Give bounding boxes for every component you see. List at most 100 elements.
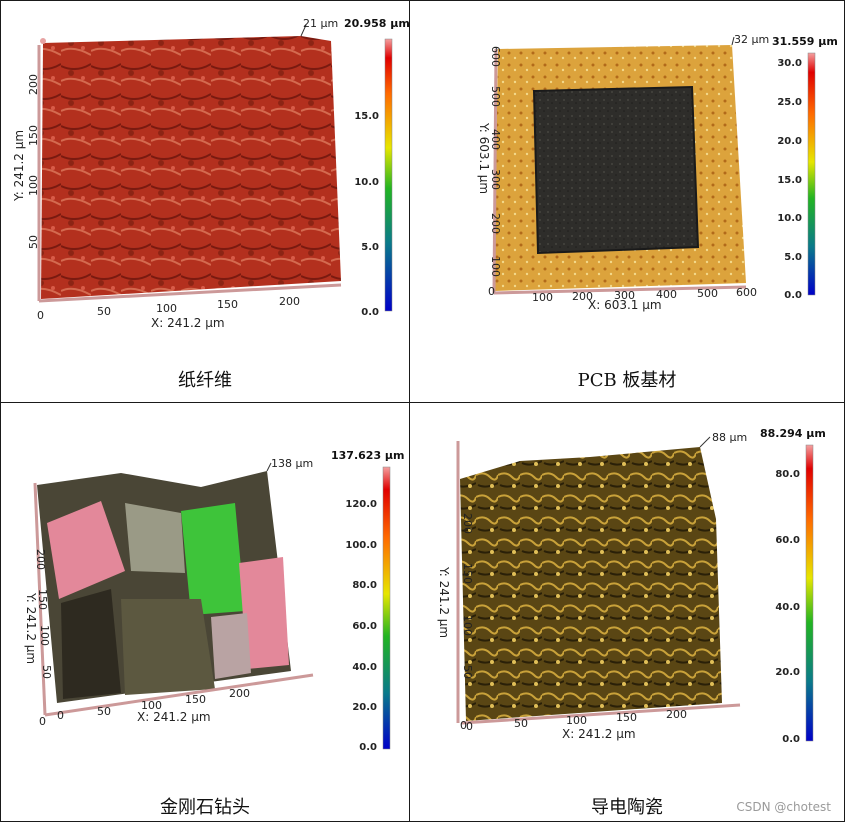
colorbar-tick: 10.0 [354, 177, 379, 188]
x-tick: 200 [229, 687, 250, 700]
facet [121, 599, 215, 695]
colorbar-max: 20.958 µm [344, 17, 409, 30]
x-tick: 200 [279, 295, 300, 308]
y-tick: 50 [27, 235, 40, 249]
x-tick: 400 [656, 288, 677, 301]
y-tick: 200 [27, 74, 40, 95]
colorbar [805, 444, 814, 742]
colorbar-tick: 40.0 [775, 602, 800, 613]
x-ticks: 0 50 100 150 200 [466, 708, 687, 733]
facet [61, 589, 121, 699]
surface-ceramic [460, 447, 722, 721]
x-ticks: 0 50 100 150 200 [37, 295, 300, 322]
border-middle [0, 402, 845, 403]
y-axis-label: Y: 241.2 µm [12, 130, 26, 202]
pcb-pad [532, 85, 700, 255]
x-axis-label: X: 241.2 µm [137, 710, 211, 724]
y-tick: 50 [461, 665, 474, 679]
y-zero: 0 [488, 285, 495, 298]
x-tick: 600 [736, 286, 757, 299]
y-ticks: 50 100 150 200 [34, 549, 53, 679]
border-top [0, 0, 845, 1]
x-tick: 50 [97, 705, 111, 718]
surface-paper-fiber [41, 36, 341, 299]
colorbar-tick: 60.0 [775, 535, 800, 546]
x-tick: 100 [566, 714, 587, 727]
facet [125, 503, 185, 573]
y-tick: 150 [36, 589, 49, 610]
y-tick: 200 [461, 513, 474, 534]
x-tick: 0 [37, 309, 44, 322]
colorbar-tick: 40.0 [352, 662, 377, 673]
colorbar-tick: 100.0 [345, 540, 377, 551]
caption-diamond-drill: 金刚石钻头 [160, 797, 250, 818]
y-ticks: 50 100 150 200 [461, 513, 474, 679]
border-center [409, 0, 410, 822]
surface-plot-ceramic: 88 µm 0 0 50 100 150 200 X: 241.2 µm 50 … [437, 427, 826, 745]
x-ticks: 0 50 100 150 200 [57, 687, 250, 722]
facet [239, 557, 289, 669]
colorbar-max: 137.623 µm [331, 449, 405, 462]
watermark: CSDN @chotest [736, 800, 831, 814]
caption-paper-fiber: 纸纤维 [178, 370, 232, 391]
surface-plot-paper-fiber: 21 µm 0 50 100 150 200 X: 241.2 µm 50 10… [12, 17, 409, 330]
y-axis-label: Y: 241.2 µm [24, 592, 38, 664]
y-tick: 500 [489, 86, 502, 107]
y-tick: 600 [489, 46, 502, 67]
x-tick: 100 [156, 302, 177, 315]
facet [211, 613, 251, 679]
x-tick: 50 [97, 305, 111, 318]
facet [47, 501, 125, 599]
colorbar-tick: 60.0 [352, 621, 377, 632]
colorbar-tick: 20.0 [352, 702, 377, 713]
x-axis-label: X: 241.2 µm [151, 316, 225, 330]
colorbar-tick: 0.0 [361, 307, 379, 318]
x-tick: 150 [185, 693, 206, 706]
y-axis-label: Y: 603.1 µm [477, 122, 491, 194]
colorbar-tick: 20.0 [775, 667, 800, 678]
panel-diamond-drill: 138 µm 0 0 50 100 150 200 X: 241.2 µm 50… [1, 403, 409, 821]
colorbar-tick: 5.0 [361, 242, 379, 253]
surface-plot-diamond: 138 µm 0 0 50 100 150 200 X: 241.2 µm 50… [24, 449, 405, 753]
y-tick: 100 [38, 625, 51, 646]
colorbar-tick: 30.0 [777, 58, 802, 69]
panel-paper-fiber: 21 µm 0 50 100 150 200 X: 241.2 µm 50 10… [1, 1, 409, 402]
x-tick: 150 [217, 298, 238, 311]
colorbar-tick: 120.0 [345, 499, 377, 510]
y-tick: 150 [461, 563, 474, 584]
colorbar-tick: 15.0 [354, 111, 379, 122]
x-tick: 100 [532, 291, 553, 304]
y-tick: 50 [40, 665, 53, 679]
colorbar [382, 466, 391, 750]
surface-plot-pcb: 32 µm 0 100 200 300 400 500 600 X: 603.1… [477, 33, 838, 312]
colorbar-tick: 25.0 [777, 97, 802, 108]
y-axis-label: Y: 241.2 µm [437, 566, 451, 638]
colorbar-tick: 5.0 [784, 252, 802, 263]
x-axis-label: X: 241.2 µm [562, 727, 636, 741]
x-tick: 50 [514, 717, 528, 730]
colorbar-tick: 0.0 [784, 290, 802, 301]
panel-pcb-substrate: 32 µm 0 100 200 300 400 500 600 X: 603.1… [410, 1, 844, 402]
peak-label: 32 µm [734, 33, 769, 46]
y-tick: 100 [489, 256, 502, 277]
y-tick: 300 [489, 169, 502, 190]
x-axis [38, 283, 342, 303]
y-tick: 100 [27, 175, 40, 196]
x-tick: 0 [466, 720, 473, 733]
colorbar [384, 38, 393, 312]
colorbar-tick: 10.0 [777, 213, 802, 224]
y-tick: 400 [489, 129, 502, 150]
y-tick: 150 [27, 125, 40, 146]
x-axis-label: X: 603.1 µm [588, 298, 662, 312]
y-tick: 200 [489, 213, 502, 234]
peak-label: 21 µm [303, 17, 338, 30]
colorbar-max: 31.559 µm [772, 35, 838, 48]
x-ticks: 100 200 300 400 500 600 [532, 286, 757, 304]
colorbar-tick: 80.0 [775, 469, 800, 480]
x-tick: 300 [614, 289, 635, 302]
border-left [0, 0, 1, 822]
colorbar-tick: 15.0 [777, 175, 802, 186]
y-zero: 0 [460, 719, 467, 732]
caption-conductive-ceramic: 导电陶瓷 [591, 797, 663, 818]
x-tick: 150 [616, 711, 637, 724]
